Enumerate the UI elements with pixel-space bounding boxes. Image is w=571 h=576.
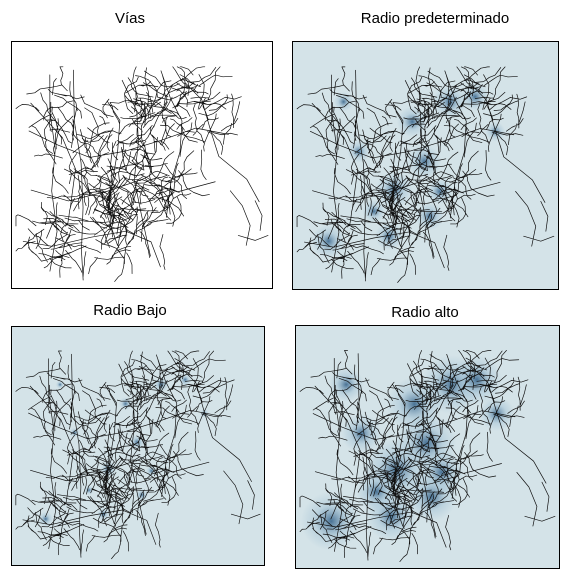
panel-title-high-radius: Radio alto	[370, 304, 480, 321]
density-blob	[415, 202, 443, 230]
map-panel-high-radius	[295, 325, 560, 569]
map-panel-roads	[11, 41, 273, 289]
density-blob	[341, 414, 382, 453]
density-map-low	[12, 327, 264, 565]
map-panel-default-radius	[292, 41, 559, 290]
panel-title-low-radius: Radio Bajo	[70, 302, 190, 319]
density-map-high	[296, 326, 559, 568]
panel-title-roads: Vías	[90, 10, 170, 27]
panel-title-default-radius: Radio predeterminado	[330, 10, 540, 27]
map-panel-low-radius	[11, 326, 265, 566]
density-map-default	[293, 42, 558, 289]
road-network-map	[12, 42, 272, 288]
